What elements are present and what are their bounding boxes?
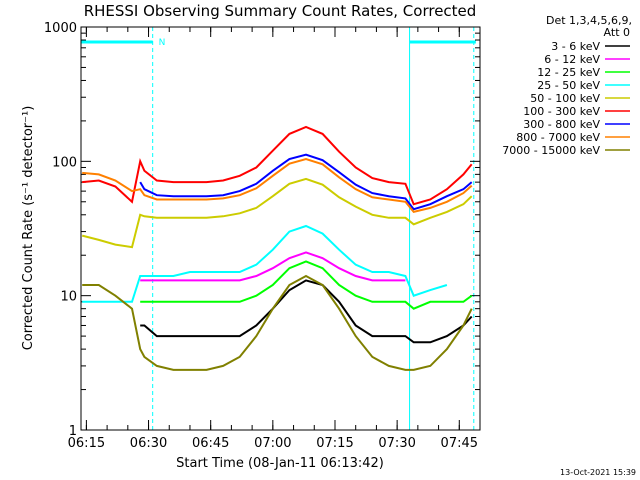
series-line-4-0 (81, 177, 473, 249)
legend-label: 12 - 25 keV (537, 66, 600, 79)
y-tick-label: 1000 (44, 21, 77, 36)
night-marker-label: N (159, 38, 166, 48)
series-line-2-0 (140, 260, 473, 310)
legend-label: 3 - 6 keV (551, 40, 600, 53)
timestamp: 13-Oct-2021 15:39 (560, 468, 636, 477)
legend-label: 7000 - 15000 keV (502, 144, 600, 157)
y-tick-label: 100 (52, 155, 77, 170)
series-line-8-0 (82, 274, 473, 371)
plot-frame (80, 26, 481, 431)
legend-label: 6 - 12 keV (544, 53, 600, 66)
x-tick-label: 06:30 (130, 436, 167, 451)
series-line-5-0 (82, 125, 473, 206)
y-tick-label: 10 (60, 290, 77, 305)
legend-label: 800 - 7000 keV (516, 131, 600, 144)
legend-label: 50 - 100 keV (530, 92, 600, 105)
x-axis-label: Start Time (08-Jan-11 06:13:42) (176, 456, 384, 471)
legend-label: 100 - 300 keV (523, 105, 600, 118)
legend-header-line-1: Det 1,3,4,5,6,9, (546, 14, 632, 27)
x-axis: 06:15 06:30 06:45 07:00 07:15 07:30 07:45 (68, 27, 478, 451)
y-tick-label: 1 (69, 424, 77, 439)
series-line-1-0 (140, 251, 406, 282)
chart-title: RHESSI Observing Summary Count Rates, Co… (84, 2, 477, 20)
series-line-6-0 (139, 153, 473, 211)
series-line-3-0 (82, 224, 448, 303)
y-axis: 1 10 100 1000 (44, 21, 480, 439)
legend-label: 300 - 800 keV (523, 118, 600, 131)
series-lines (81, 125, 473, 371)
legend-label: 25 - 50 keV (537, 79, 600, 92)
legend-header-line-2: Att 0 (604, 26, 630, 39)
x-tick-label: 06:15 (68, 436, 105, 451)
y-axis-label: Corrected Count Rate (s⁻¹ detector⁻¹) (21, 106, 36, 351)
x-tick-label: 07:15 (316, 436, 353, 451)
series-line-0-0 (140, 279, 473, 344)
x-tick-label: 07:30 (378, 436, 415, 451)
series-line-7-0 (82, 157, 473, 214)
x-tick-label: 06:45 (192, 436, 229, 451)
x-tick-label: 07:45 (441, 436, 478, 451)
x-tick-label: 07:00 (254, 436, 291, 451)
